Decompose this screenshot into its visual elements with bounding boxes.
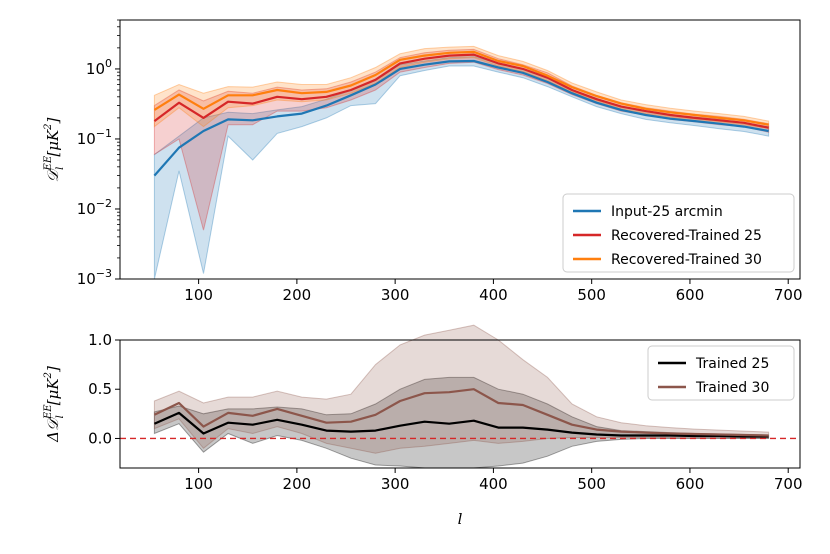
svg-text:𝒟EEl[μK2]: 𝒟EEl[μK2] bbox=[43, 117, 66, 182]
top-panel: 100 200 300 400 500 600 700 10−3 10−2 10−1 100 𝒟E… bbox=[43, 19, 803, 304]
top-y-ticks: 10−3 10−2 10−1 100 bbox=[77, 19, 120, 288]
x-tick-label: 600 bbox=[676, 475, 705, 493]
y-tick-label: 10−1 bbox=[77, 127, 112, 148]
bottom-x-axis-label: l bbox=[458, 510, 463, 528]
x-tick-label: 200 bbox=[283, 286, 312, 304]
bottom-panel: 100 200 300 400 500 600 700 0.0 0.5 1.0 Δ𝒟EEl[μK… bbox=[43, 324, 803, 528]
top-y-axis-label: 𝒟EEl[μK2] bbox=[43, 117, 66, 182]
legend-label: Recovered-Trained 25 bbox=[611, 228, 762, 244]
svg-text:Δ𝒟EEl[μK2]: Δ𝒟EEl[μK2] bbox=[43, 366, 66, 443]
line-trained-25 bbox=[153, 411, 769, 438]
x-tick-label: 600 bbox=[676, 286, 705, 304]
line-recovered-trained-25 bbox=[153, 53, 769, 129]
y-tick-label: 0.0 bbox=[88, 429, 112, 447]
y-tick-label: 100 bbox=[86, 57, 112, 78]
line-input-25-arcmin bbox=[153, 59, 769, 177]
x-tick-label: 200 bbox=[283, 475, 312, 493]
bottom-series-lines bbox=[153, 388, 769, 438]
x-tick-label: 700 bbox=[774, 475, 803, 493]
x-tick-label: 500 bbox=[577, 475, 606, 493]
x-tick-label: 700 bbox=[774, 286, 803, 304]
bottom-x-ticks: 100 200 300 400 500 600 700 bbox=[184, 468, 803, 493]
band-recovered-trained-30 bbox=[153, 45, 770, 130]
band-trained-30 bbox=[153, 324, 770, 454]
y-tick-label: 10−3 bbox=[77, 267, 112, 288]
x-tick-label: 100 bbox=[184, 286, 213, 304]
bottom-legend: Trained 25 Trained 30 bbox=[647, 345, 795, 401]
top-legend: Input-25 arcmin Recovered-Trained 25 Recov… bbox=[562, 193, 795, 273]
y-tick-label: 0.5 bbox=[88, 380, 112, 398]
legend-label: Trained 25 bbox=[695, 356, 769, 372]
y-tick-label: 10−2 bbox=[77, 197, 112, 218]
legend-label: Recovered-Trained 30 bbox=[611, 252, 762, 268]
x-tick-label: 100 bbox=[184, 475, 213, 493]
top-series-lines bbox=[153, 50, 769, 177]
x-tick-label: 400 bbox=[479, 475, 508, 493]
legend-label: Input-25 arcmin bbox=[611, 204, 723, 220]
bottom-plot-frame bbox=[119, 339, 801, 469]
legend-box bbox=[562, 193, 795, 273]
y-tick-label: 1.0 bbox=[88, 331, 112, 349]
x-tick-label: 300 bbox=[381, 286, 410, 304]
bottom-y-ticks: 0.0 0.5 1.0 bbox=[88, 331, 120, 447]
line-trained-30 bbox=[153, 388, 769, 437]
band-recovered-trained-25 bbox=[153, 48, 770, 231]
line-recovered-trained-30 bbox=[153, 50, 769, 126]
bottom-y-axis-label: Δ𝒟EEl[μK2] bbox=[43, 366, 66, 443]
legend-label: Trained 30 bbox=[695, 380, 769, 396]
top-x-ticks: 100 200 300 400 500 600 700 bbox=[184, 279, 803, 304]
x-tick-label: 300 bbox=[381, 475, 410, 493]
x-tick-label: 400 bbox=[479, 286, 508, 304]
x-tick-label: 500 bbox=[577, 286, 606, 304]
